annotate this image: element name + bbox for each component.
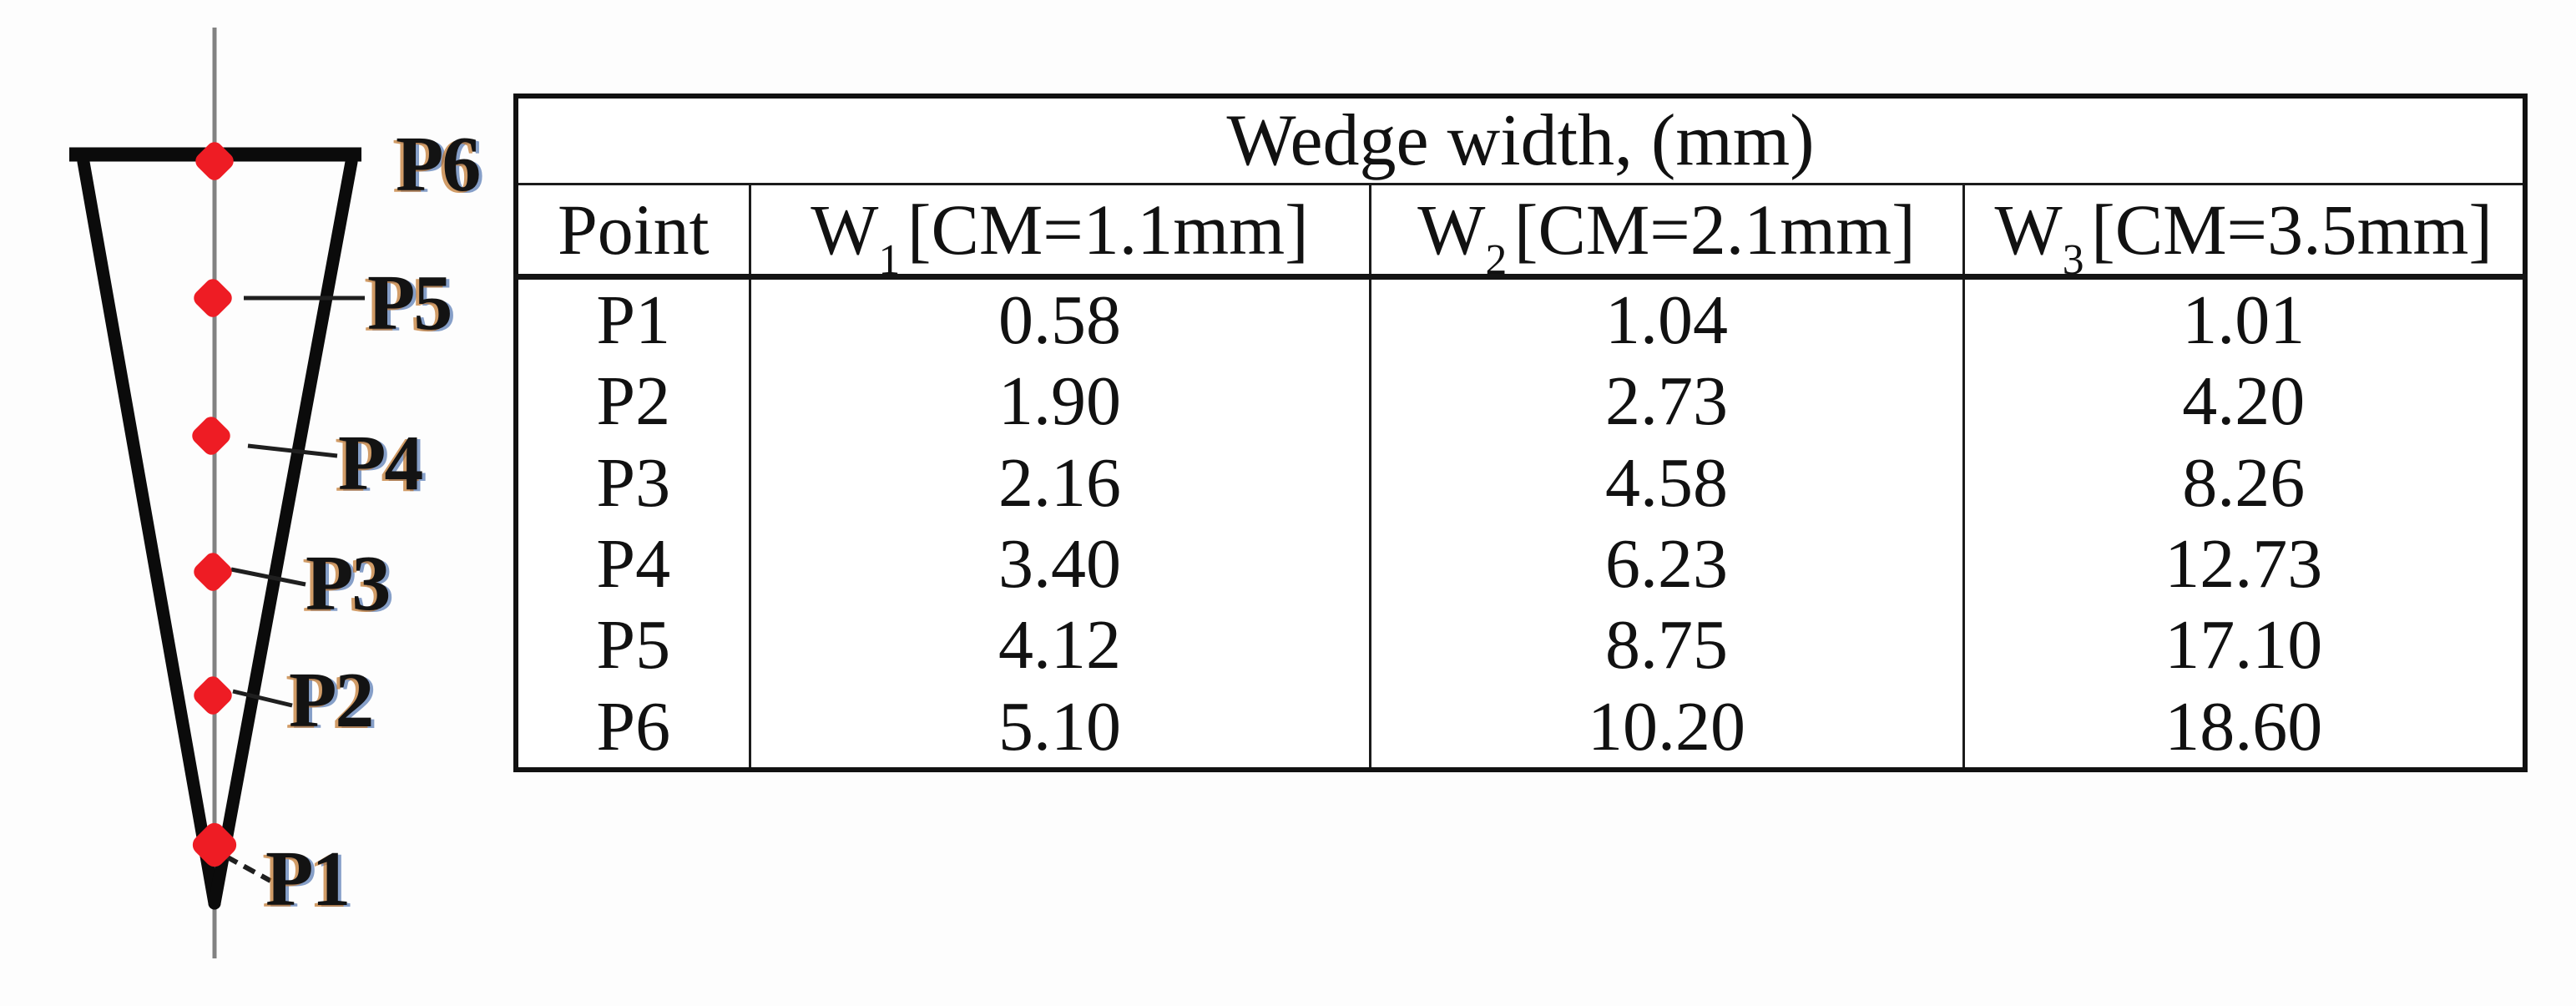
table-header-row: Point W1[CM=1.1mm] W2[CM=2.1mm] W3[CM=3.… <box>516 184 2526 282</box>
w3-symbol: W <box>1994 190 2063 270</box>
cell-w3: 4.20 <box>1962 361 2526 442</box>
table-row: P5 4.12 8.75 17.10 <box>516 604 2526 686</box>
table-container: Wedge width, (mm) Point W1[CM=1.1mm] W2[… <box>513 94 2528 772</box>
w3-spec: [CM=3.5mm] <box>2091 190 2493 270</box>
table-row: P6 5.10 10.20 18.60 <box>516 685 2526 770</box>
leader-line-p2 <box>232 689 293 708</box>
cell-w1: 1.90 <box>748 361 1370 442</box>
table-row: P3 2.16 4.58 8.26 <box>516 442 2526 523</box>
wedge-diagram: P6 P5 P4 P3 P2 P1 <box>0 0 534 1006</box>
cell-point: P2 <box>596 362 671 441</box>
cell-w2: 2.73 <box>1368 361 1963 442</box>
table-row: P2 1.90 2.73 4.20 <box>516 361 2526 442</box>
col-header-w2: W2[CM=2.1mm] <box>1368 184 1963 282</box>
cell-w2: 6.23 <box>1368 523 1963 605</box>
col-header-point: Point <box>516 184 750 280</box>
diagram-label-p2: P2 <box>289 657 374 744</box>
w2-symbol: W <box>1417 190 1486 270</box>
diagram-label-p5: P5 <box>367 260 452 346</box>
diagram-label-p3: P3 <box>306 540 391 627</box>
table-row: P4 3.40 6.23 12.73 <box>516 523 2526 605</box>
cell-w3: 18.60 <box>1962 685 2526 770</box>
diagram-label-p4: P4 <box>338 420 423 507</box>
point-dot-p1 <box>192 822 237 867</box>
wedge-width-table: Wedge width, (mm) Point W1[CM=1.1mm] W2[… <box>513 94 2528 772</box>
cell-point: P1 <box>596 281 671 360</box>
point-dot-p3 <box>194 553 232 591</box>
w2-spec: [CM=2.1mm] <box>1513 190 1916 270</box>
point-dot-p5 <box>194 279 232 317</box>
table-row: P1 0.58 1.04 1.01 <box>516 276 2526 361</box>
cell-w2: 4.58 <box>1368 442 1963 523</box>
leader-line-p3 <box>230 567 306 587</box>
cell-w2: 1.04 <box>1368 276 1963 361</box>
diagram-label-p1: P1 <box>265 836 351 923</box>
table-title: Wedge width, (mm) <box>516 96 2526 185</box>
w1-spec: [CM=1.1mm] <box>907 190 1309 270</box>
cell-point: P5 <box>596 606 671 685</box>
cell-point: P3 <box>596 443 671 522</box>
wedge-right-side <box>208 155 358 910</box>
cell-w1: 2.16 <box>748 442 1370 523</box>
w1-subscript: 1 <box>878 236 901 285</box>
cell-w3: 17.10 <box>1962 604 2526 686</box>
point-dot-p6 <box>195 142 234 180</box>
cell-w1: 5.10 <box>748 685 1370 770</box>
diagram-label-p6: P6 <box>396 121 481 208</box>
w2-subscript: 2 <box>1485 236 1508 285</box>
cell-point: P4 <box>596 525 671 604</box>
cell-point: P6 <box>596 687 671 766</box>
point-dots <box>192 142 237 867</box>
wedge-left-side <box>77 155 221 910</box>
cell-w3: 1.01 <box>1962 276 2526 361</box>
cell-w1: 0.58 <box>748 276 1370 361</box>
point-dot-p4 <box>192 417 230 455</box>
cell-w2: 8.75 <box>1368 604 1963 686</box>
w1-symbol: W <box>811 190 879 270</box>
col-header-w3: W3[CM=3.5mm] <box>1962 184 2526 282</box>
leader-line-p4 <box>247 443 338 458</box>
cell-w3: 8.26 <box>1962 442 2526 523</box>
table-title-row: Wedge width, (mm) <box>516 96 2526 185</box>
cell-w1: 4.12 <box>748 604 1370 686</box>
w3-subscript: 3 <box>2062 236 2084 285</box>
cell-w1: 3.40 <box>748 523 1370 605</box>
cell-w2: 10.20 <box>1368 685 1963 770</box>
col-header-w1: W1[CM=1.1mm] <box>748 184 1370 282</box>
point-dot-p2 <box>194 676 232 715</box>
wedge-diagram-svg <box>69 28 365 958</box>
cell-w3: 12.73 <box>1962 523 2526 605</box>
leader-line-p1 <box>225 854 272 883</box>
